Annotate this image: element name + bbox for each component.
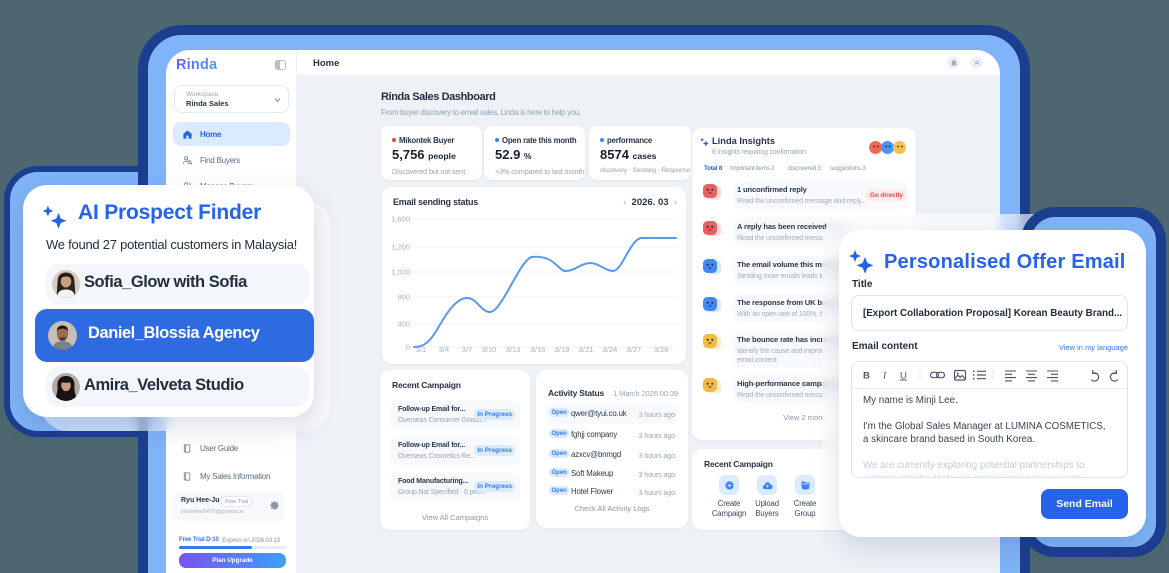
svg-text:0: 0: [406, 343, 410, 352]
svg-text:1,200: 1,200: [391, 243, 410, 252]
svg-text:3/24: 3/24: [603, 345, 618, 354]
svg-text:3/19: 3/19: [555, 345, 570, 354]
svg-text:3/1: 3/1: [416, 345, 426, 354]
svg-text:1,000: 1,000: [391, 268, 410, 277]
svg-text:3/10: 3/10: [482, 345, 497, 354]
svg-text:3/21: 3/21: [579, 345, 594, 354]
svg-text:I: I: [882, 372, 887, 382]
svg-text:1,600: 1,600: [391, 215, 410, 224]
svg-text:3/16: 3/16: [531, 345, 546, 354]
svg-text:3/13: 3/13: [506, 345, 521, 354]
svg-text:3/28: 3/28: [654, 345, 669, 354]
svg-text:400: 400: [397, 320, 410, 329]
svg-text:3/27: 3/27: [627, 345, 642, 354]
svg-text:U: U: [900, 371, 907, 382]
svg-text:800: 800: [397, 293, 410, 302]
svg-text:3/4: 3/4: [439, 345, 449, 354]
svg-text:B: B: [863, 371, 870, 382]
svg-text:3/7: 3/7: [462, 345, 472, 354]
